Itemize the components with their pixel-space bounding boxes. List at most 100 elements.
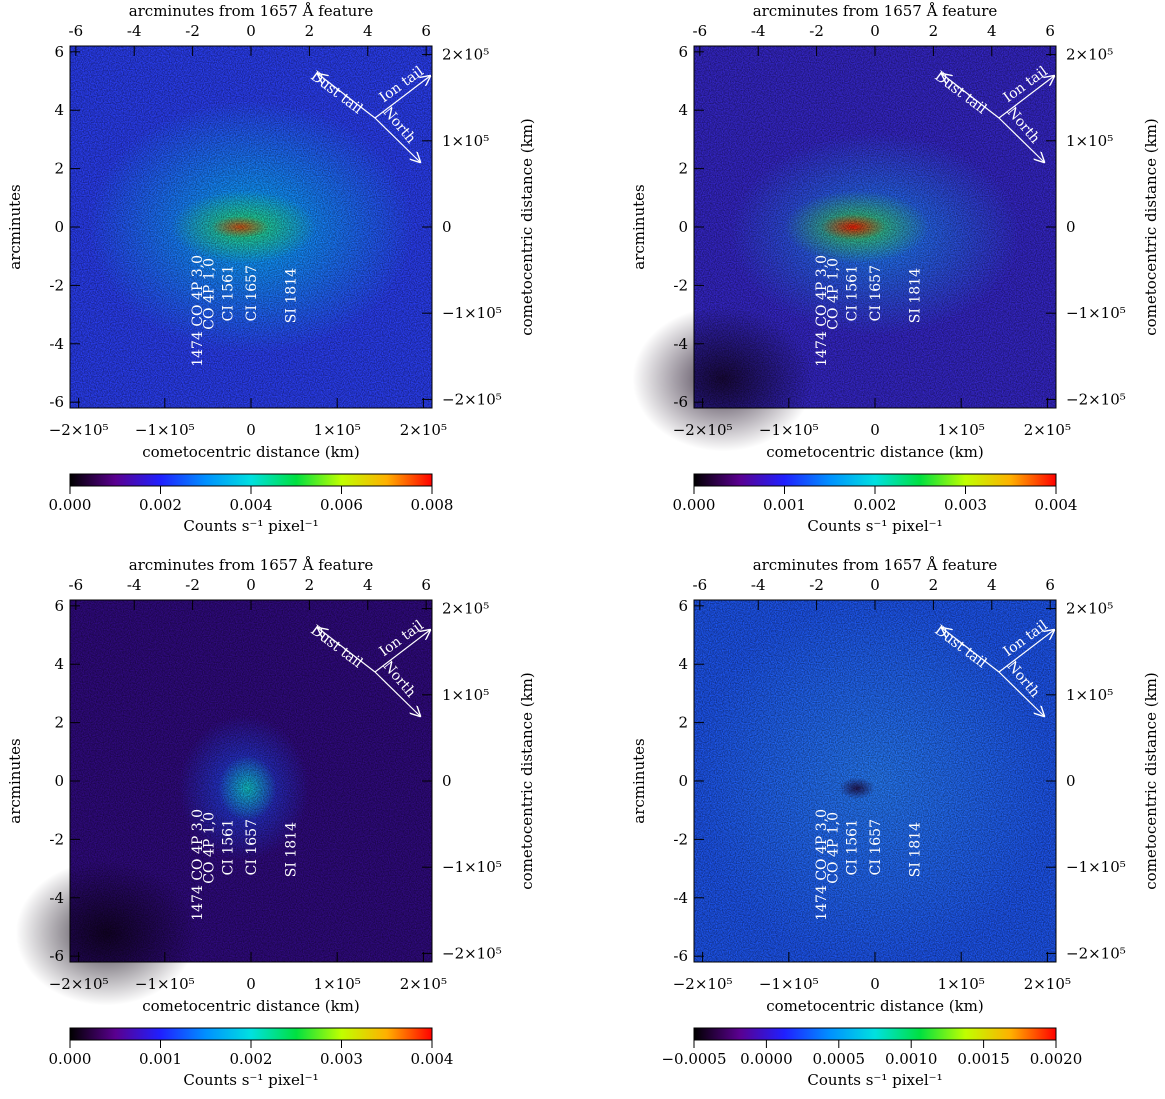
y2-tick-label: −1×10⁵	[442, 304, 502, 322]
colorbar-tick-label: 0.000	[673, 496, 716, 514]
colorbar-tick-label: 0.002	[854, 496, 897, 514]
y-tick-label: -2	[673, 830, 688, 848]
y2-tick-label: −1×10⁵	[1066, 304, 1126, 322]
feature-label: CI 1657	[868, 265, 884, 321]
y2-axis-label: cometocentric distance (km)	[1142, 672, 1160, 890]
x-tick-label: -4	[751, 576, 766, 594]
direction-arrow	[318, 74, 376, 119]
image-noise	[70, 600, 432, 962]
feature-label: 1474 CO 4P 3,0	[190, 809, 206, 921]
feature-label: CI 1561	[845, 265, 861, 321]
y2-axis-label: cometocentric distance (km)	[518, 118, 536, 336]
colorbar-label: Counts s⁻¹ pixel⁻¹	[183, 517, 318, 535]
direction-arrow	[374, 671, 420, 716]
y-tick-label: -4	[49, 889, 64, 907]
direction-arrow	[374, 630, 430, 673]
x-tick-label: 4	[363, 576, 373, 594]
y-tick-label: -6	[673, 393, 688, 411]
colorbar-tick-label: 0.004	[411, 1050, 454, 1068]
colorbar-tick-label: 0.002	[230, 1050, 273, 1068]
y-tick-label: 6	[54, 597, 64, 615]
colorbar	[693, 1027, 1057, 1041]
y-tick-label: 2	[678, 714, 688, 732]
x2-axis-label: cometocentric distance (km)	[142, 443, 360, 461]
feature-label: CI 1561	[221, 819, 237, 875]
direction-arrow	[942, 74, 1000, 119]
y-axis-label: arcminutes	[6, 738, 24, 823]
y2-tick-label: 2×10⁵	[442, 46, 489, 64]
x2-tick-label: 2×10⁵	[1024, 421, 1071, 439]
y-tick-label: -2	[49, 830, 64, 848]
x-tick-label: 4	[363, 22, 373, 40]
y2-tick-label: 1×10⁵	[442, 686, 489, 704]
x-tick-label: -6	[693, 576, 708, 594]
x2-axis-label: cometocentric distance (km)	[142, 997, 360, 1015]
y-tick-label: -4	[673, 335, 688, 353]
direction-arrow	[942, 628, 1000, 673]
x2-tick-label: −2×10⁵	[673, 975, 733, 993]
feature-label: 1474 CO 4P 3,0	[190, 255, 206, 367]
direction-arrow	[318, 628, 376, 673]
y-tick-label: 0	[678, 772, 688, 790]
x2-axis-label: cometocentric distance (km)	[766, 443, 984, 461]
x-tick-label: -2	[185, 22, 200, 40]
y2-tick-label: −1×10⁵	[442, 858, 502, 876]
x2-tick-label: −1×10⁵	[759, 975, 819, 993]
y2-tick-label: 2×10⁵	[442, 600, 489, 618]
y2-axis-label: cometocentric distance (km)	[1142, 118, 1160, 336]
feature-label: CI 1657	[244, 265, 260, 321]
colorbar-tick-label: 0.0000	[740, 1050, 793, 1068]
y2-tick-label: −2×10⁵	[442, 390, 502, 408]
y2-tick-label: 0	[1066, 772, 1076, 790]
x-tick-label: 2	[929, 576, 939, 594]
colorbar-tick-label: 0.000	[49, 496, 92, 514]
feature-label: SI 1814	[907, 268, 923, 323]
y-tick-label: -4	[49, 335, 64, 353]
colorbar-label: Counts s⁻¹ pixel⁻¹	[807, 517, 942, 535]
colorbar	[69, 1027, 433, 1041]
feature-label: CI 1561	[221, 265, 237, 321]
x-tick-label: 0	[870, 576, 880, 594]
feature-label: CI 1657	[244, 819, 260, 875]
panel: -6 -4 -2 0 2 4 6 arcminutes from 1657 Å feature…	[630, 556, 1160, 1089]
x-tick-label: -2	[809, 576, 824, 594]
y-tick-label: 0	[54, 772, 64, 790]
y-tick-label: 0	[54, 218, 64, 236]
direction-arrow	[998, 76, 1054, 119]
y-tick-label: -4	[673, 889, 688, 907]
colorbar	[69, 473, 433, 487]
feature-label: CI 1561	[845, 819, 861, 875]
x-tick-label: -6	[69, 22, 84, 40]
x2-tick-label: −2×10⁵	[49, 975, 109, 993]
feature-label: CO 4P 1,0	[202, 258, 218, 330]
y-axis-label: arcminutes	[6, 184, 24, 269]
image-noise	[70, 46, 432, 408]
y2-tick-label: −1×10⁵	[1066, 858, 1126, 876]
x-tick-label: 6	[421, 576, 431, 594]
x2-tick-label: −2×10⁵	[49, 421, 109, 439]
colorbar-tick-label: 0.006	[320, 496, 363, 514]
x-tick-label: -6	[693, 22, 708, 40]
direction-arrow	[998, 671, 1044, 716]
y2-tick-label: 0	[442, 218, 452, 236]
y2-tick-label: 1×10⁵	[1066, 686, 1113, 704]
y-tick-label: 4	[678, 101, 688, 119]
panel: -6 -4 -2 0 2 4 6 arcminutes from 1657 Å feature…	[6, 556, 536, 1089]
x-tick-label: 4	[987, 22, 997, 40]
colorbar-tick-label: 0.0005	[813, 1050, 866, 1068]
x2-tick-label: 0	[246, 975, 256, 993]
feature-label: SI 1814	[283, 268, 299, 323]
colorbar-tick-label: 0.001	[139, 1050, 182, 1068]
x2-tick-label: 0	[246, 421, 256, 439]
panel: -6 -4 -2 0 2 4 6 arcminutes from 1657 Å feature…	[6, 2, 536, 535]
y-axis-label: arcminutes	[630, 184, 648, 269]
feature-label: SI 1814	[907, 822, 923, 877]
direction-arrow	[998, 630, 1054, 673]
y-tick-label: 6	[678, 43, 688, 61]
colorbar-tick-label: 0.004	[1035, 496, 1078, 514]
x-tick-label: 6	[421, 22, 431, 40]
x-tick-label: -4	[127, 576, 142, 594]
x-tick-label: -4	[127, 22, 142, 40]
feature-label: 1474 CO 4P 3,0	[814, 809, 830, 921]
